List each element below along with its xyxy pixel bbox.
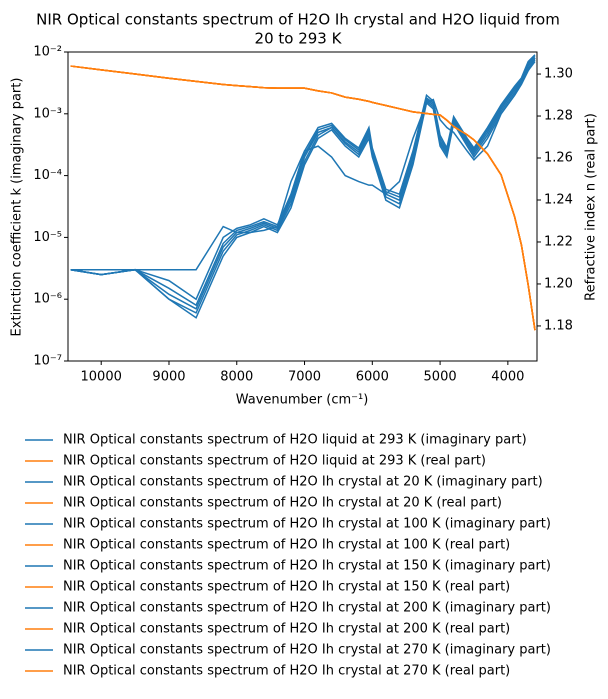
y2-tick-label: 1.26 <box>544 151 573 166</box>
series-line <box>70 65 536 331</box>
legend-label: NIR Optical constants spectrum of H2O li… <box>63 454 486 469</box>
series-line <box>70 54 536 301</box>
legend-label: NIR Optical constants spectrum of H2O li… <box>63 433 527 448</box>
y2-tick-label: 1.22 <box>544 234 573 249</box>
legend-label: NIR Optical constants spectrum of H2O Ih… <box>63 601 551 616</box>
series-line <box>70 55 536 307</box>
legend-label: NIR Optical constants spectrum of H2O Ih… <box>63 496 502 511</box>
y-tick-label: 10⁻³ <box>33 106 62 121</box>
x-tick-label: 6000 <box>356 370 389 385</box>
x-tick-label: 4000 <box>491 370 524 385</box>
y2-tick-label: 1.30 <box>544 67 573 82</box>
x-axis-label: Wavenumber (cm⁻¹) <box>236 393 369 408</box>
y2-tick-label: 1.18 <box>544 318 573 333</box>
legend-label: NIR Optical constants spectrum of H2O Ih… <box>63 517 551 532</box>
legend-label: NIR Optical constants spectrum of H2O Ih… <box>63 538 510 553</box>
legend-label: NIR Optical constants spectrum of H2O Ih… <box>63 664 510 679</box>
series-line <box>70 65 536 331</box>
series-line <box>70 61 536 319</box>
series-line <box>70 57 536 271</box>
y-tick-label: 10⁻⁶ <box>33 292 62 307</box>
legend-label: NIR Optical constants spectrum of H2O Ih… <box>63 475 543 490</box>
y-axis-label: Extinction coefficient k (imaginary part… <box>10 78 25 337</box>
chart-subtitle: 20 to 293 K <box>255 30 343 48</box>
y-tick-label: 10⁻⁴ <box>33 168 62 183</box>
legend-label: NIR Optical constants spectrum of H2O Ih… <box>63 622 510 637</box>
series-line <box>70 65 536 331</box>
y2-tick-label: 1.20 <box>544 276 573 291</box>
y2-axis-label: Refractive index n (real part) <box>584 113 599 301</box>
y-tick-label: 10⁻⁷ <box>33 354 62 369</box>
x-tick-label: 7000 <box>288 370 321 385</box>
y-tick-label: 10⁻² <box>33 45 62 60</box>
x-tick-label: 5000 <box>424 370 457 385</box>
legend-label: NIR Optical constants spectrum of H2O Ih… <box>63 643 551 658</box>
legend-label: NIR Optical constants spectrum of H2O Ih… <box>63 559 551 574</box>
legend-label: NIR Optical constants spectrum of H2O Ih… <box>63 580 510 595</box>
y2-tick-label: 1.24 <box>544 192 573 207</box>
x-tick-label: 9000 <box>152 370 185 385</box>
chart-title: NIR Optical constants spectrum of H2O Ih… <box>36 11 560 29</box>
axes-frame <box>67 51 538 362</box>
x-tick-label: 10000 <box>81 370 122 385</box>
series-line <box>70 65 536 331</box>
y2-tick-label: 1.28 <box>544 109 573 124</box>
x-tick-label: 8000 <box>220 370 253 385</box>
y-tick-label: 10⁻⁵ <box>33 230 62 245</box>
plot-area <box>70 54 536 331</box>
series-line <box>70 59 536 314</box>
series-line <box>70 65 536 331</box>
series-line <box>70 65 536 331</box>
